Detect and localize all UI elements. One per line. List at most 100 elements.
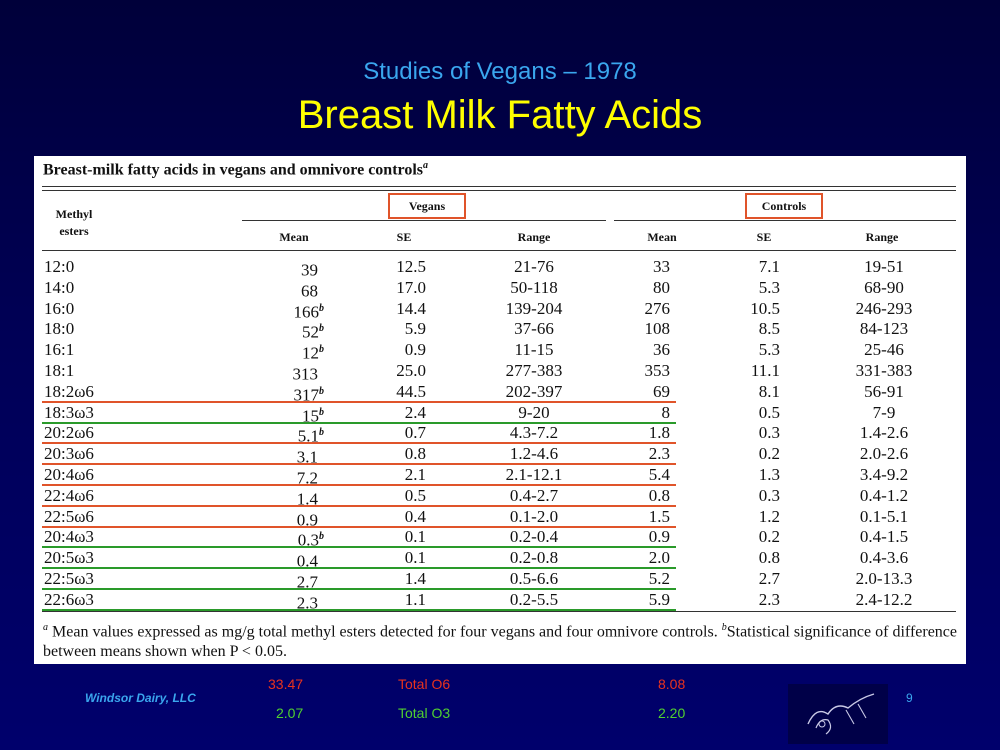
- cell-c-mean: 2.0: [594, 548, 670, 568]
- cell-v-mean: 12b: [234, 340, 324, 364]
- slide-subtitle: Studies of Vegans – 1978: [363, 58, 637, 85]
- rule-top-2: [42, 190, 956, 191]
- cell-c-range: 0.1-5.1: [824, 507, 944, 527]
- cell-v-range: 50-118: [474, 278, 594, 298]
- significance-mark: b: [319, 406, 324, 418]
- cell-text: 0.7: [404, 423, 426, 443]
- cell-text: 21-76: [514, 257, 554, 276]
- cell-text: 0.1-5.1: [859, 506, 909, 526]
- col-vegan-mean: Mean: [279, 230, 309, 244]
- cell-v-mean: 0.4: [234, 548, 324, 572]
- cell-text: 18:3ω3: [44, 402, 94, 422]
- cell-v-se: 25.0: [364, 361, 426, 381]
- cell-v-se: 5.9: [364, 319, 426, 339]
- cell-c-se: 0.2: [734, 444, 780, 464]
- cell-ester: 20:5ω3: [44, 548, 134, 568]
- total-o6-control: 8.08: [658, 676, 686, 692]
- cell-text: 5.3: [758, 340, 780, 360]
- cell-c-range: 2.4-12.2: [824, 590, 944, 610]
- cell-text: 2.3: [758, 589, 780, 609]
- cell-v-range: 0.5-6.6: [474, 569, 594, 589]
- cell-text: 22:4ω6: [44, 485, 94, 505]
- cell-text: 22:5ω6: [44, 506, 94, 526]
- cell-v-range: 37-66: [474, 319, 594, 339]
- cell-c-range: 0.4-3.6: [824, 548, 944, 568]
- cell-text: 9-20: [518, 402, 550, 422]
- cell-text: 0.4-1.2: [859, 485, 909, 505]
- cell-v-mean: 7.2: [234, 465, 324, 489]
- cell-c-se: 0.5: [734, 403, 780, 423]
- rule-top-1: [42, 186, 956, 187]
- row-underline-green: [42, 588, 676, 590]
- cell-ester: 16:0: [44, 299, 134, 319]
- cell-text: 56-91: [864, 381, 904, 401]
- cell-text: 17.0: [396, 277, 426, 297]
- cow-sketch-logo-icon: [788, 684, 888, 744]
- col-control-range: Range: [865, 230, 899, 244]
- cell-text: 1.2: [758, 506, 780, 526]
- cell-text: 2.4: [404, 402, 426, 422]
- cell-ester: 20:4ω6: [44, 465, 134, 485]
- cell-ester: 22:5ω6: [44, 507, 134, 527]
- cell-v-range: 202-397: [474, 382, 594, 402]
- cell-text: 0.9: [404, 340, 426, 360]
- company-name: Windsor Dairy, LLC: [85, 691, 196, 705]
- cell-text: 33: [653, 257, 670, 276]
- cell-v-se: 0.1: [364, 527, 426, 547]
- cell-c-range: 84-123: [824, 319, 944, 339]
- cell-text: 8.1: [758, 381, 780, 401]
- cell-v-mean: 317b: [234, 382, 325, 406]
- cell-text: 52: [302, 323, 319, 343]
- cell-c-range: 3.4-9.2: [824, 465, 944, 485]
- footnote-b-text: Statistical significance of difference b…: [43, 623, 958, 661]
- cell-v-mean: 2.3: [234, 590, 324, 614]
- cell-v-range: 277-383: [474, 361, 594, 381]
- cell-c-range: 7-9: [824, 403, 944, 423]
- cell-text: 313: [292, 364, 319, 384]
- cell-text: 14.4: [396, 298, 426, 318]
- cell-v-mean: 0.9: [234, 507, 324, 531]
- cell-text: 0.5-6.6: [509, 569, 559, 588]
- cell-text: 0.3: [297, 531, 319, 551]
- cell-text: 37-66: [514, 319, 554, 339]
- cell-v-range: 0.4-2.7: [474, 486, 594, 506]
- rule-header-bottom: [42, 250, 956, 251]
- cell-text: 84-123: [859, 319, 909, 339]
- col-control-mean: Mean: [647, 230, 677, 244]
- cell-text: 0.2-5.5: [509, 589, 559, 609]
- cell-text: 19-51: [864, 257, 904, 276]
- cell-text: 22:5ω3: [44, 569, 94, 588]
- cell-text: 108: [644, 319, 671, 339]
- cell-c-mean: 80: [594, 278, 670, 298]
- cell-c-se: 8.1: [734, 382, 780, 402]
- cell-v-range: 0.1-2.0: [474, 507, 594, 527]
- significance-mark: b: [319, 302, 324, 314]
- cell-text: 2.7: [296, 572, 318, 592]
- significance-mark: b: [319, 344, 324, 356]
- cell-text: 16:0: [44, 298, 75, 318]
- cell-c-mean: 1.5: [594, 507, 670, 527]
- cell-text: 1.2-4.6: [509, 444, 559, 464]
- cell-text: 22:6ω3: [44, 589, 94, 609]
- table-image: Breast-milk fatty acids in vegans and om…: [34, 156, 966, 664]
- cell-v-se: 0.8: [364, 444, 426, 464]
- row-underline-red: [42, 525, 676, 528]
- cell-v-mean: 1.4: [234, 486, 324, 510]
- cell-c-se: 11.1: [734, 361, 780, 381]
- cell-c-mean: 353: [594, 361, 671, 381]
- cell-text: 12:0: [44, 257, 75, 276]
- cell-text: 166: [293, 302, 320, 322]
- total-o6-vegan: 33.47: [268, 676, 304, 692]
- cell-text: 68: [301, 281, 318, 301]
- cell-text: 2.3: [648, 444, 670, 464]
- footnote-a-mark: a: [43, 622, 48, 633]
- row-underline-red: [42, 400, 676, 403]
- cell-text: 12.5: [396, 257, 426, 276]
- row-underline-red: [42, 463, 676, 466]
- cell-ester: 18:2ω6: [44, 382, 134, 402]
- cell-c-se: 0.3: [734, 486, 780, 506]
- cell-v-mean: 68: [234, 278, 324, 302]
- cell-c-mean: 2.3: [594, 444, 670, 464]
- cell-text: 20:3ω6: [44, 444, 94, 464]
- cell-text: 2.7: [758, 569, 780, 588]
